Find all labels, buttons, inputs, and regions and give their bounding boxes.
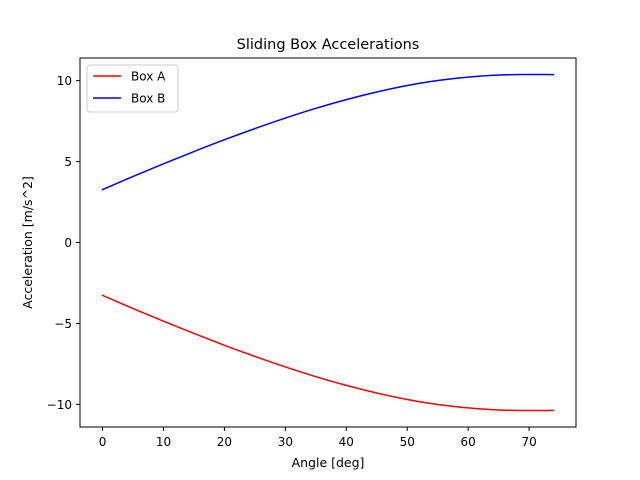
- x-tick-label: 50: [400, 435, 415, 449]
- y-tick-label: −5: [54, 317, 72, 331]
- series-line-box-a: [101, 294, 555, 412]
- tick-group: 0 10 20 30 40 50 60 70 −10 −5 0 5 10: [47, 74, 537, 449]
- x-tick-label: 70: [521, 435, 536, 449]
- y-tick-label: 10: [57, 74, 72, 88]
- x-tick-label: 40: [339, 435, 354, 449]
- chart-title: Sliding Box Accelerations: [237, 37, 420, 53]
- x-axis-label: Angle [deg]: [292, 455, 365, 470]
- x-tick-label: 30: [278, 435, 293, 449]
- x-tick-label: 60: [461, 435, 476, 449]
- y-axis-label: Acceleration [m/s^2]: [20, 176, 35, 309]
- plot-frame: [79, 57, 577, 428]
- x-tick-label: 0: [99, 435, 107, 449]
- series-line-box-b: [101, 73, 555, 191]
- y-tick-label: 0: [64, 236, 72, 250]
- legend-label-box-b: Box B: [131, 92, 165, 106]
- y-tick-label: 5: [64, 155, 72, 169]
- legend: Box A Box B: [86, 64, 179, 113]
- y-tick-label: −10: [47, 398, 72, 412]
- series-lines: [101, 73, 555, 412]
- legend-label-box-a: Box A: [131, 70, 166, 84]
- x-tick-label: 20: [217, 435, 232, 449]
- x-tick-label: 10: [156, 435, 171, 449]
